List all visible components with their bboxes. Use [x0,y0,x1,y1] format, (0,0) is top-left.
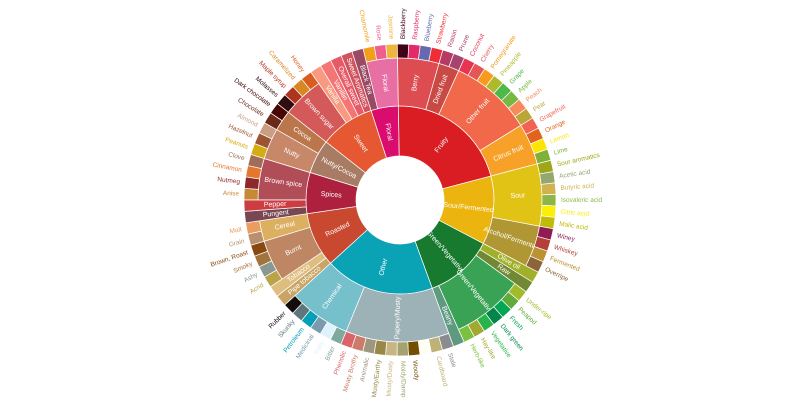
segment-label: Sour [510,192,526,200]
flavor-label: Cinnamon [212,162,243,174]
flavor-label: Musty/Dusty [386,360,395,397]
flavor-label: Moldy/Damp [399,361,407,398]
flavor-label: Raisin [447,28,459,48]
flavor-label: Ashy [243,271,260,284]
flavor-label: Cardboard [435,356,449,388]
flavor-label: Malt [229,226,243,235]
flavor-label: Clove [227,151,245,162]
segment-label: Other [378,257,389,276]
segment [540,182,557,196]
flavor-label: Isovaleric acid [561,197,603,204]
flavor-label: Winey [556,232,576,243]
segment-label: Spices [320,191,342,200]
flavor-label: Anise [223,190,240,198]
flavor-label: Whiskey [553,244,579,258]
flavor-label: Chamomile [357,9,371,43]
segment [396,341,409,357]
segment-label: Pungent [262,209,289,219]
segment [541,194,557,207]
flavor-label: Bitter [324,344,337,361]
flavor-label: Blackberry [400,8,408,40]
flavor-label: Stale [446,352,457,369]
segment-label: Pepper [264,201,287,209]
flavor-label: Citric acid [560,209,589,218]
segment [539,171,556,185]
flavor-label: Papery [423,358,433,380]
flavor-label: Jasmine [386,15,394,40]
segment [373,44,388,61]
flavor-label: Lemon [549,132,570,146]
flavor-label: Butyric acid [560,183,594,192]
flavor-label: Rose [374,25,383,41]
flavor-label: Nutmeg [217,176,241,186]
flavor-label: Grain [228,238,246,249]
segment [243,187,259,201]
segment-label: Cereal [274,220,296,231]
flavor-label: Acrid [249,282,266,296]
flavor-label: Smoky [233,260,255,275]
flavor-label: Overripe [544,266,570,283]
flavor-label: Orange [544,119,567,135]
flavor-label: Peanuts [224,136,250,151]
flavor-label: Salty [313,339,326,356]
flavor-label: Woody [411,360,420,381]
flavor-label: Strawberry [435,12,449,45]
flavor-label: Blueberry [424,13,436,42]
segment [396,43,410,59]
flavor-label: Musty/Earthy [371,358,383,397]
flavor-label: Lime [553,146,569,157]
segment [340,51,372,114]
segment-label: Papery/Musty [394,296,402,339]
segment-label: Floral [383,123,393,142]
flavor-label: Pear [532,100,548,114]
segment [540,205,557,218]
segment [385,340,398,357]
flavor-label: Malic acid [559,221,589,232]
flavor-label: Phenolic [333,349,348,376]
flavor-label: Prune [458,33,471,52]
segment [385,43,398,59]
segment-label: Floral [380,74,389,93]
flavor-label: Raspberry [412,9,422,40]
segment-label: Berry [411,74,420,92]
segment [407,340,421,357]
flavor-label: Animalic [359,356,371,382]
flavor-label: Acetic acid [559,169,591,181]
